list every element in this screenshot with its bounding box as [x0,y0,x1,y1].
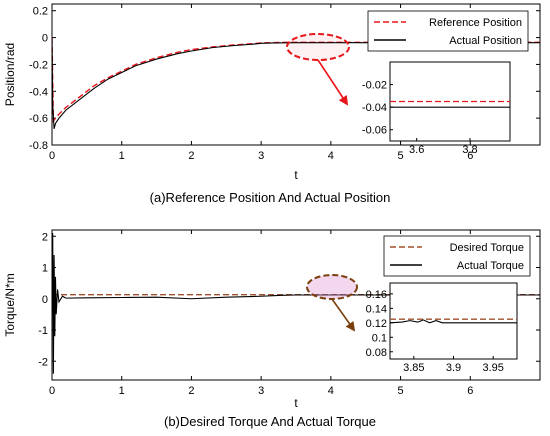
inset-x-tick-label: 3.95 [482,362,503,374]
y-tick-label: -0.4 [29,86,48,98]
y-tick-label: 1 [42,263,48,275]
x-tick-label: 2 [188,150,194,162]
x-tick-label: 0 [49,385,55,397]
x-tick-label: 2 [188,385,194,397]
x-tick-label: 0 [49,150,55,162]
x-tick-label: 3 [258,150,264,162]
series-line-reference-position [52,37,540,123]
y-tick-label: -1 [38,325,48,337]
x-tick-label: 1 [119,385,125,397]
x-tick-label: 5 [398,150,404,162]
inset-y-tick-label: -0.04 [362,102,387,114]
x-tick-label: 1 [119,150,125,162]
series-line-actual-torque [52,233,540,374]
legend-entry: Actual Position [449,35,522,47]
series-line-actual-position [52,37,540,130]
legend-entry: Reference Position [429,17,522,29]
y-axis-label: Torque/N*m [3,273,17,336]
inset-y-tick-label: 0.14 [366,303,387,315]
y-tick-label: 0 [42,294,48,306]
y-tick-label: 2 [42,231,48,243]
zoom-arrow [317,59,349,106]
zoom-ellipse [306,274,358,300]
chart-caption: (b)Desired Torque And Actual Torque [164,414,376,429]
inset-x-tick-label: 3.6 [409,144,424,156]
y-axis-label: Position/rad [3,43,17,106]
x-tick-label: 5 [398,385,404,397]
legend-box [383,235,531,277]
legend: Reference Position Actual Position [367,10,529,52]
legend-entry: Desired Torque [450,242,524,254]
legend: Desired Torque Actual Torque [383,235,531,277]
x-tick-label: 4 [328,150,334,162]
legend-entry: Actual Torque [457,260,524,272]
x-tick-label: 4 [328,385,334,397]
inset-y-tick-label: 0.08 [366,347,387,359]
inset-plot: 0.16 0.14 0.12 0.1 0.08 3.85 3.9 3.95 [366,282,518,374]
y-tick-label: 0 [42,33,48,45]
y-tick-label: 0.2 [33,6,48,18]
x-axis-label: t [294,168,298,182]
x-tick-label: 6 [467,385,473,397]
y-tick-label: -0.2 [29,59,48,71]
zoom-arrow [331,298,356,332]
inset-y-tick-label: 0.16 [366,289,387,301]
inset-y-tick-label: 0.12 [366,318,387,330]
y-tick-label: -0.6 [29,113,48,125]
chart-panel-1: 0 1 2 3 4 5 6 2 1 0 -1 -2 t Torque/N*m (b)Desired Torq… [3,229,541,429]
chart-caption: (a)Reference Position And Actual Positio… [150,190,391,205]
legend-box [367,10,529,52]
inset-x-tick-label: 3.85 [403,362,424,374]
x-axis-label: t [294,396,298,410]
inset-plot: -0.02 -0.04 -0.06 3.6 3.8 [362,61,511,156]
inset-y-tick-label: -0.02 [362,80,387,92]
y-tick-label: -2 [38,356,48,368]
chart-panel-0: 0 1 2 3 4 5 6 0.2 0 -0.2 -0.4 -0.6 -0.8 t Position/rad… [3,3,541,205]
inset-x-tick-label: 3.9 [446,362,461,374]
inset-y-tick-label: -0.06 [362,125,387,137]
y-tick-label: -0.8 [29,140,48,152]
inset-y-tick-label: 0.1 [372,332,387,344]
x-tick-label: 6 [467,150,473,162]
inset-series-line [389,319,517,324]
inset-x-tick-label: 3.8 [462,144,477,156]
zoom-ellipse [286,33,350,61]
x-tick-label: 3 [258,385,264,397]
